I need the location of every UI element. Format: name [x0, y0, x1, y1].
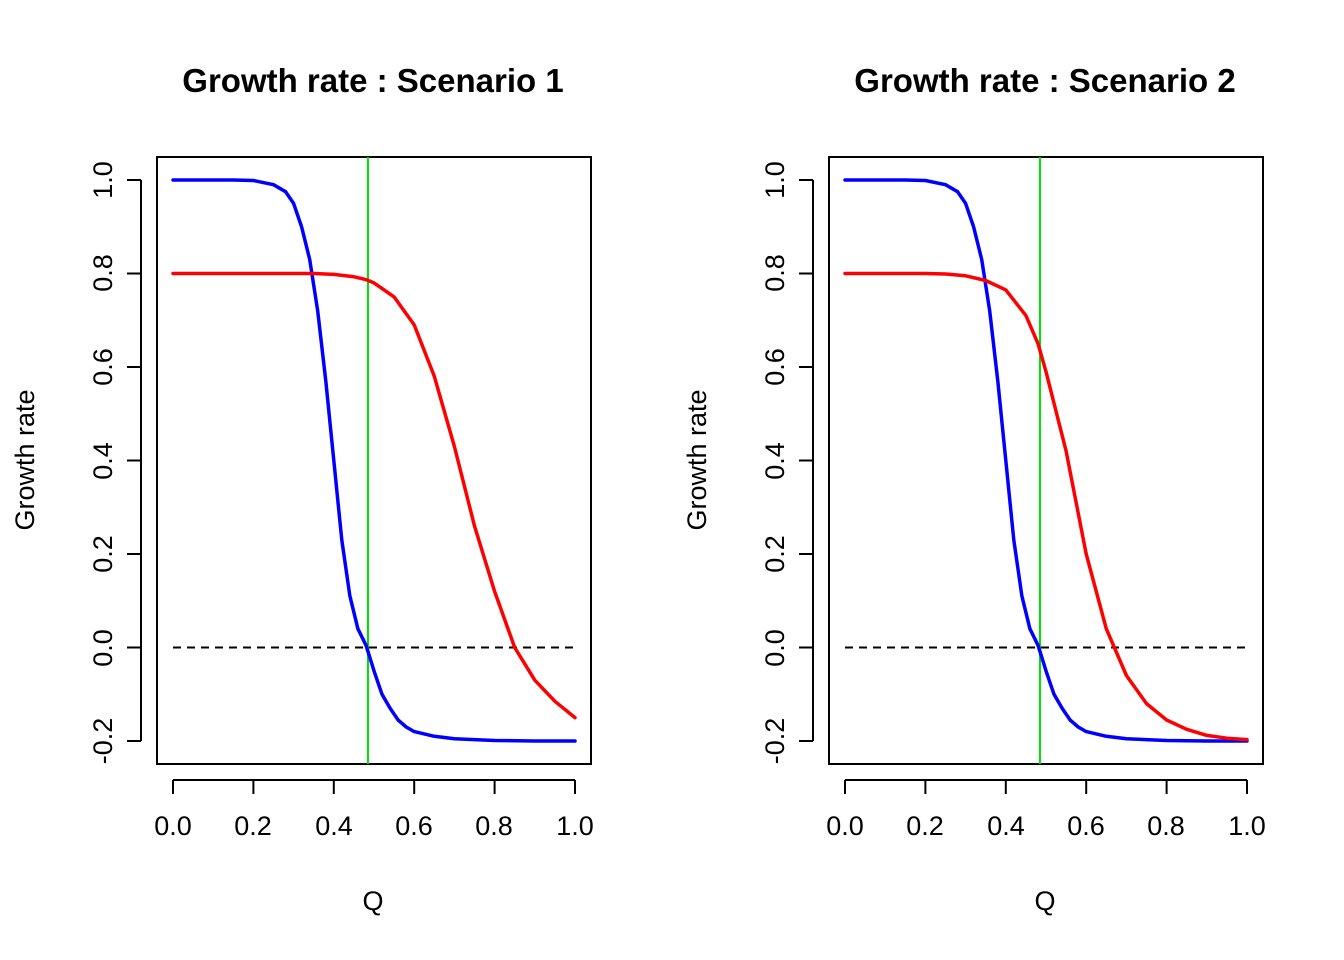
y-tick-label: 0.8 [88, 254, 118, 292]
x-tick-label: 1.0 [556, 811, 594, 841]
series-line-red [171, 271, 577, 720]
plot-area [171, 157, 577, 764]
y-tick-label: -0.2 [88, 718, 118, 765]
x-tick-label: 0.4 [315, 811, 353, 841]
x-tick-label: 0.2 [906, 811, 944, 841]
chart-panel-1: Growth rate : Scenario 1 0.0 0.2 0.4 0.6… [10, 62, 594, 916]
x-tick-label: 0.0 [154, 811, 192, 841]
y-tick-label: 1.0 [760, 161, 790, 199]
x-tick-label: 0.6 [1067, 811, 1105, 841]
x-tick-label: 1.0 [1228, 811, 1266, 841]
x-tick-label: 0.0 [826, 811, 864, 841]
y-tick-label: 0.4 [88, 442, 118, 480]
y-tick-label: 0.6 [760, 348, 790, 386]
series-line-blue [843, 178, 1249, 743]
y-tick-label: 0.0 [760, 629, 790, 667]
chart-panel-2: Growth rate : Scenario 2 0.0 0.2 0.4 0.6… [682, 62, 1266, 916]
x-axis-label: Q [362, 886, 383, 916]
y-axis-label: Growth rate [10, 389, 40, 530]
chart-title: Growth rate : Scenario 1 [182, 62, 563, 99]
plot-frame [828, 156, 1264, 765]
y-axis-label: Growth rate [682, 389, 712, 530]
plot-frame [156, 156, 592, 765]
chart-title: Growth rate : Scenario 2 [854, 62, 1235, 99]
y-axis-ticks [127, 179, 142, 742]
series-line-red [843, 271, 1249, 742]
x-axis-ticks [172, 779, 576, 794]
y-axis-ticks [799, 179, 814, 742]
x-tick-label: 0.8 [1147, 811, 1185, 841]
y-tick-label: 0.4 [760, 442, 790, 480]
x-axis-ticks [844, 779, 1248, 794]
y-tick-label: 0.2 [760, 535, 790, 573]
y-tick-label: 0.0 [88, 629, 118, 667]
x-tick-label: 0.8 [475, 811, 513, 841]
x-axis-label: Q [1034, 886, 1055, 916]
x-tick-label: 0.2 [234, 811, 272, 841]
y-tick-label: 0.8 [760, 254, 790, 292]
y-tick-label: 0.2 [88, 535, 118, 573]
y-tick-label: 1.0 [88, 161, 118, 199]
series-line-blue [171, 178, 577, 743]
y-tick-label: -0.2 [760, 718, 790, 765]
x-tick-label: 0.4 [987, 811, 1025, 841]
y-tick-label: 0.6 [88, 348, 118, 386]
x-tick-label: 0.6 [395, 811, 433, 841]
plot-area [843, 157, 1249, 764]
